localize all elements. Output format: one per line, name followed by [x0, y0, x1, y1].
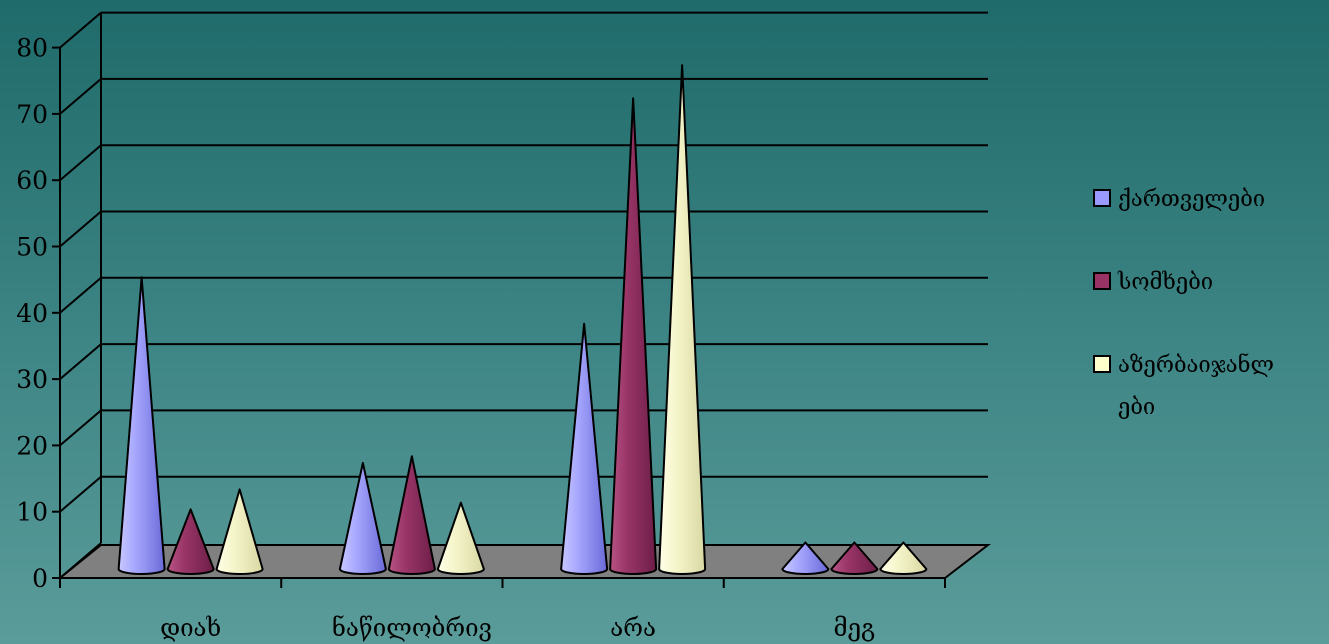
- y-tick-diagonal: [59, 277, 102, 314]
- cone-mark: [658, 64, 707, 575]
- y-tick-diagonal: [59, 144, 102, 181]
- cone-mark: [215, 488, 264, 575]
- y-tick-diagonal: [59, 210, 102, 248]
- legend-swatch: [1093, 355, 1111, 373]
- legend-label: აზერბაიჯანლ: [1118, 352, 1274, 378]
- x-tick-label: დიახ: [160, 614, 221, 642]
- y-tick-diagonal: [59, 475, 102, 513]
- cones: [117, 64, 928, 575]
- x-tick-label: ნაწილობრივ: [332, 614, 492, 642]
- cone-mark: [436, 501, 485, 575]
- y-tick-label: 60: [16, 166, 48, 195]
- y-tick-label: 30: [16, 365, 48, 394]
- legend-swatch: [1093, 189, 1111, 207]
- tick-labels: 0 10 20 30 40 50 60 70 80 დიახ ნაწილობრივ არა მეგ: [16, 34, 875, 642]
- gridlines: [101, 11, 988, 478]
- x-tick-label: არა: [610, 614, 656, 642]
- legend: ქართველები სომხები აზერბაიჯანლ ები: [1093, 187, 1274, 420]
- cone-mark: [387, 455, 436, 575]
- cone-mark: [166, 508, 215, 575]
- legend-swatch: [1093, 272, 1111, 290]
- y-tick-label: 80: [16, 34, 48, 63]
- legend-label: სომხები: [1117, 270, 1213, 295]
- y-tick-diagonal: [59, 343, 102, 380]
- y-tick-diagonal: [59, 11, 102, 49]
- legend-label: ები: [1118, 395, 1155, 420]
- y-tick-label: 20: [16, 431, 48, 460]
- y-tick-label: 40: [16, 299, 48, 328]
- cone-mark: [879, 541, 928, 575]
- x-tick-label: მეგ: [834, 614, 876, 642]
- cone-mark: [117, 276, 166, 575]
- y-tick-diagonal: [59, 409, 102, 447]
- cone-mark: [338, 461, 387, 575]
- legend-label: ქართველები: [1118, 187, 1265, 212]
- cone-mark: [560, 322, 609, 575]
- y-tick-label: 50: [16, 233, 48, 262]
- y-tick-diagonal: [59, 542, 102, 579]
- y-tick-label: 70: [16, 100, 48, 129]
- cone-mark: [609, 97, 658, 575]
- cone-mark: [781, 541, 830, 575]
- y-tick-diagonal: [59, 78, 102, 115]
- axes: [52, 11, 991, 588]
- y-tick-label: 10: [16, 498, 48, 527]
- y-tick-label: 0: [32, 564, 48, 593]
- cone-mark: [830, 541, 879, 575]
